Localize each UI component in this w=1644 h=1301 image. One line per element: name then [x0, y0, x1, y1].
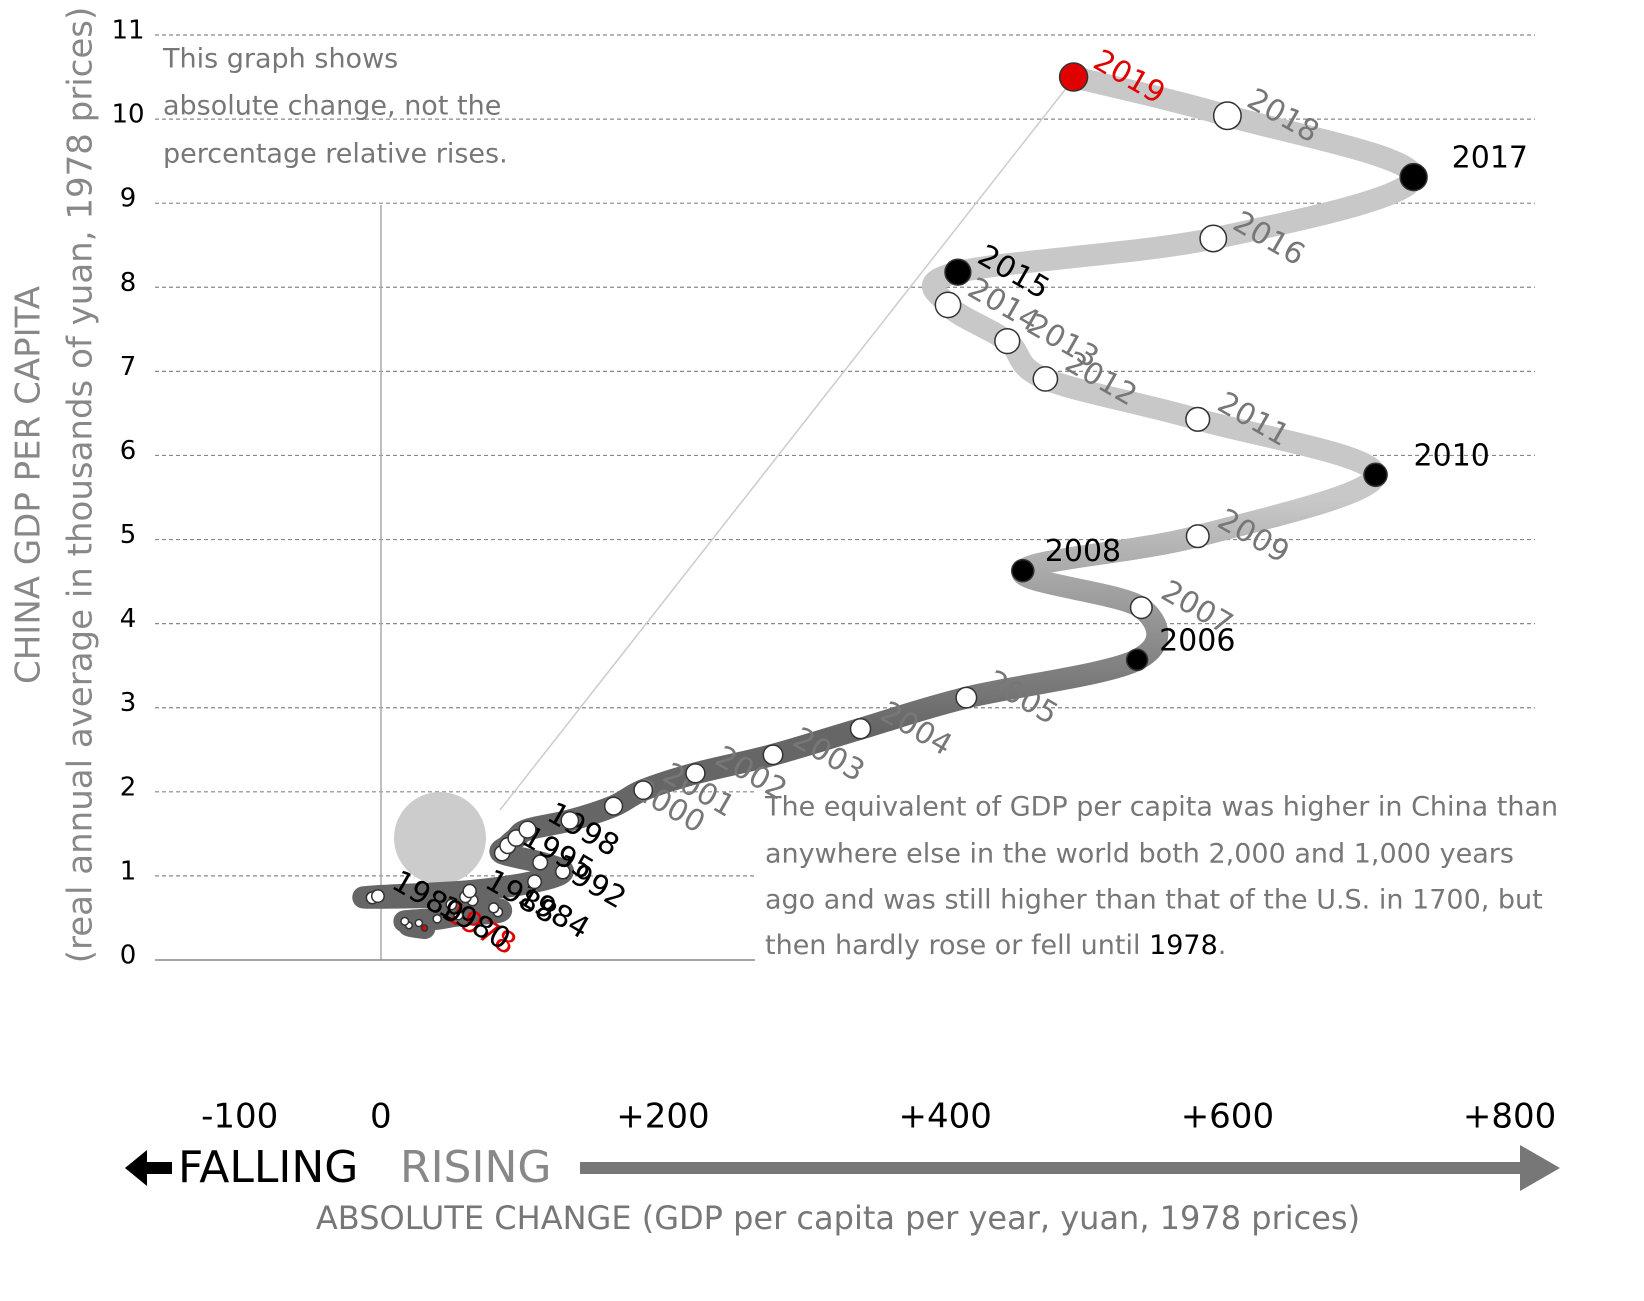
point [685, 763, 706, 784]
point [462, 883, 477, 899]
y-tick-label: 8 [120, 268, 137, 298]
point [555, 863, 571, 880]
point [488, 902, 500, 914]
x-title: ABSOLUTE CHANGE (GDP per capita per year… [316, 1199, 1360, 1237]
bottom-note: ago and was still higher than that of th… [765, 885, 1543, 916]
point [934, 291, 962, 319]
x-tick-label: 0 [370, 1097, 392, 1137]
y-tick-label: 0 [120, 941, 137, 971]
point [1032, 366, 1059, 392]
falling-label: FALLING [178, 1142, 358, 1193]
y-tick-label: 7 [120, 352, 137, 382]
point [1185, 406, 1211, 432]
y-tick-label: 2 [120, 772, 137, 802]
point [1399, 162, 1428, 192]
y-tick-label: 4 [120, 604, 137, 634]
top-note: absolute change, not the [163, 91, 501, 122]
point [532, 854, 549, 871]
note-part: then hardly rose or fell until [765, 930, 1149, 961]
y-tick-label: 3 [120, 688, 137, 718]
rising-label: RISING [400, 1142, 551, 1193]
point [400, 916, 410, 926]
top-note: This graph shows [162, 44, 398, 75]
note-bg [755, 790, 1635, 1005]
year-label: 2008 [1045, 534, 1121, 569]
point [1010, 558, 1035, 583]
point [955, 686, 978, 709]
falling-arrow [125, 1150, 172, 1186]
y-tick-label: 9 [120, 184, 137, 214]
point [560, 811, 580, 830]
x-tick-label: +800 [1463, 1097, 1556, 1137]
point [370, 889, 385, 904]
bottom-note: then hardly rose or fell until 1978. [765, 930, 1226, 961]
point [1363, 462, 1388, 488]
highlight-circle [394, 792, 486, 884]
year-label: 2010 [1414, 438, 1490, 473]
point [633, 780, 654, 801]
x-tick-label: +400 [898, 1097, 991, 1137]
x-tick-label: +200 [616, 1097, 709, 1137]
point [603, 796, 624, 816]
y-title: CHINA GDP PER CAPITA [9, 286, 49, 684]
point [414, 918, 424, 928]
point [1058, 62, 1089, 92]
bottom-note: The equivalent of GDP per capita was hig… [764, 792, 1558, 823]
rising-arrow [580, 1145, 1560, 1191]
point [432, 913, 443, 924]
point [420, 924, 429, 932]
y-subtitle: (real annual average in thousands of yua… [61, 7, 101, 963]
point [527, 874, 543, 890]
connector [499, 76, 1076, 811]
note-part: . [1218, 930, 1227, 961]
y-tick-label: 1 [120, 856, 137, 886]
top-note: percentage relative rises. [163, 139, 508, 170]
point [445, 898, 458, 911]
x-tick-label: +600 [1181, 1097, 1274, 1137]
bottom-note: anywhere else in the world both 2,000 an… [765, 839, 1514, 870]
y-tick-label: 5 [120, 520, 137, 550]
point [1185, 524, 1210, 549]
x-tick-label: -100 [201, 1097, 278, 1137]
point [944, 258, 972, 286]
point [453, 910, 464, 921]
point [1125, 648, 1149, 672]
y-tick-label: 10 [111, 100, 144, 130]
y-tick-label: 6 [120, 436, 137, 466]
point [1129, 596, 1153, 620]
point [518, 820, 537, 839]
point [762, 744, 784, 766]
point [1212, 101, 1242, 131]
point [1199, 224, 1228, 253]
point [849, 718, 872, 740]
year-label: 2006 [1159, 623, 1235, 658]
note-part: 1978 [1149, 930, 1218, 961]
year-label: 2017 [1452, 141, 1528, 176]
point [994, 327, 1021, 355]
y-tick-label: 11 [111, 16, 144, 46]
